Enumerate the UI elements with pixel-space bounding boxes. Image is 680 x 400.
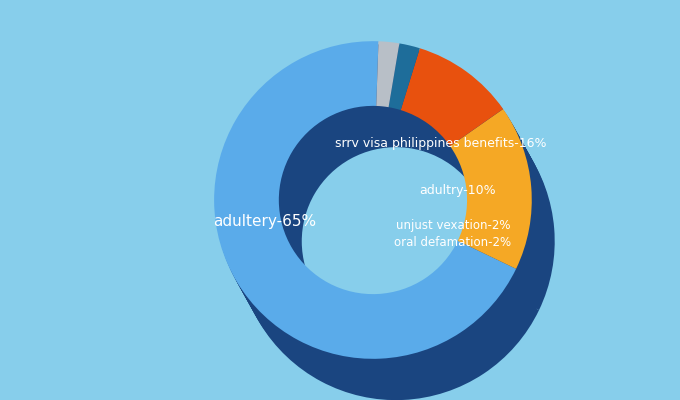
- Wedge shape: [221, 54, 523, 372]
- Wedge shape: [468, 141, 549, 301]
- Wedge shape: [399, 62, 430, 129]
- Wedge shape: [404, 54, 507, 152]
- Wedge shape: [237, 82, 539, 400]
- Wedge shape: [396, 76, 419, 142]
- Wedge shape: [379, 48, 403, 114]
- Wedge shape: [410, 82, 441, 148]
- Wedge shape: [376, 41, 399, 107]
- Wedge shape: [460, 128, 543, 288]
- Wedge shape: [381, 51, 405, 117]
- Wedge shape: [462, 131, 544, 291]
- Wedge shape: [220, 51, 522, 368]
- Wedge shape: [420, 83, 522, 181]
- Wedge shape: [408, 61, 510, 159]
- Wedge shape: [413, 70, 515, 168]
- Wedge shape: [403, 69, 434, 136]
- Wedge shape: [228, 66, 530, 384]
- Wedge shape: [424, 90, 526, 187]
- Wedge shape: [378, 44, 401, 110]
- Wedge shape: [406, 58, 509, 156]
- Wedge shape: [223, 57, 525, 375]
- Wedge shape: [401, 66, 432, 132]
- Wedge shape: [397, 59, 428, 126]
- Wedge shape: [418, 80, 521, 178]
- Text: adultery-65%: adultery-65%: [213, 214, 316, 229]
- Wedge shape: [466, 138, 547, 298]
- Wedge shape: [394, 53, 425, 120]
- Wedge shape: [397, 79, 420, 145]
- Wedge shape: [422, 86, 524, 184]
- Wedge shape: [471, 147, 553, 307]
- Wedge shape: [452, 112, 534, 272]
- Wedge shape: [394, 73, 417, 139]
- Wedge shape: [411, 85, 443, 151]
- Wedge shape: [390, 67, 413, 133]
- Wedge shape: [403, 52, 505, 149]
- Text: srrv visa philippines benefits-16%: srrv visa philippines benefits-16%: [335, 137, 547, 150]
- Wedge shape: [233, 76, 535, 394]
- Wedge shape: [456, 118, 537, 278]
- Wedge shape: [415, 74, 517, 172]
- Wedge shape: [388, 43, 420, 110]
- Wedge shape: [230, 70, 532, 388]
- Wedge shape: [214, 41, 516, 359]
- Wedge shape: [226, 64, 528, 381]
- Wedge shape: [459, 125, 541, 285]
- Wedge shape: [232, 73, 534, 390]
- Wedge shape: [454, 115, 535, 275]
- Wedge shape: [450, 109, 532, 269]
- Wedge shape: [409, 64, 512, 162]
- Wedge shape: [411, 67, 513, 165]
- Wedge shape: [384, 54, 407, 120]
- Wedge shape: [388, 64, 411, 130]
- Wedge shape: [385, 57, 408, 123]
- Wedge shape: [406, 75, 437, 142]
- Wedge shape: [417, 77, 519, 175]
- Wedge shape: [408, 78, 439, 145]
- Text: oral defamation-2%: oral defamation-2%: [394, 236, 511, 249]
- Wedge shape: [392, 50, 424, 116]
- Wedge shape: [473, 150, 555, 310]
- Text: adultry-10%: adultry-10%: [420, 184, 496, 197]
- Wedge shape: [390, 46, 422, 113]
- Wedge shape: [224, 60, 527, 378]
- Text: unjust vexation-2%: unjust vexation-2%: [396, 219, 510, 232]
- Wedge shape: [235, 79, 537, 397]
- Wedge shape: [399, 82, 422, 148]
- Wedge shape: [405, 72, 436, 139]
- Wedge shape: [218, 48, 520, 365]
- Wedge shape: [401, 48, 503, 146]
- Wedge shape: [469, 144, 551, 304]
- Wedge shape: [387, 60, 410, 126]
- Wedge shape: [457, 122, 539, 282]
- Wedge shape: [464, 134, 546, 294]
- Wedge shape: [396, 56, 427, 123]
- Wedge shape: [216, 44, 518, 362]
- Wedge shape: [392, 70, 415, 136]
